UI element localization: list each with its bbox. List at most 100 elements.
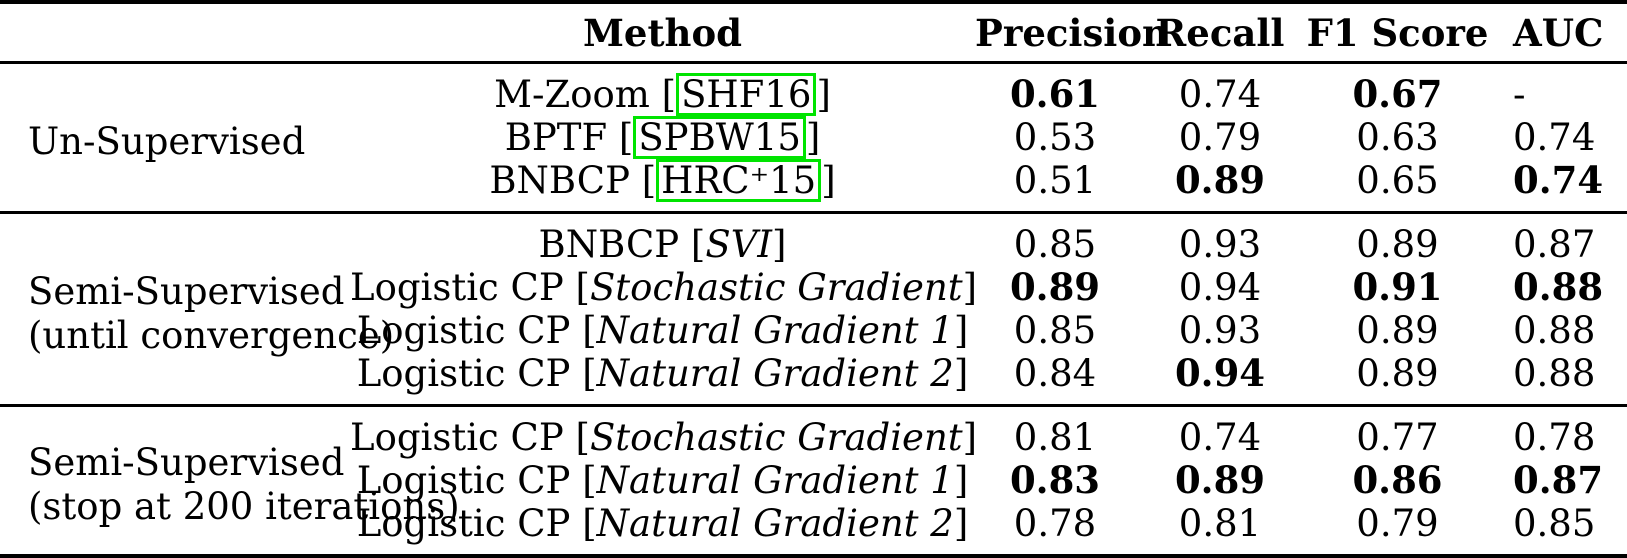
method-cell: Logistic CP [Natural Gradient 1] [350,309,975,352]
header-row: Method Precision Recall F1 Score AUC [0,2,1627,63]
col-header-f1-score: F1 Score [1306,10,1489,55]
precision-value: 0.61 [1009,72,1101,116]
group-label-line: Semi-Supervised [28,441,345,484]
variant-label: Natural Gradient 2 [596,502,954,545]
auc-value: 0.74 [1513,116,1596,159]
group-section-2: Semi-Supervised (until convergence) BNBCP … [0,213,1627,406]
precision-value: 0.89 [1009,265,1101,309]
recall-value: 0.94 [1174,351,1266,395]
group-label-line: (until convergence) [28,313,395,357]
auc-value: - [1513,73,1526,116]
closing-bracket: ] [805,116,821,159]
variant-label: Stochastic Gradient [589,416,963,459]
precision-value: 0.83 [1009,458,1101,502]
group-label: Un-Supervised [0,63,350,213]
col-header-method: Method [582,10,743,55]
closing-bracket: ] [953,309,969,352]
variant-label: Natural Gradient 1 [596,459,954,502]
col-header-auc: AUC [1513,10,1604,55]
precision-value: 0.84 [1013,352,1097,395]
f1-value: 0.65 [1356,159,1439,202]
auc-value: 0.87 [1513,458,1604,502]
closing-bracket: ] [816,73,831,116]
recall-value: 0.89 [1174,158,1266,202]
variant-label: Natural Gradient 1 [596,309,954,352]
table-row: Logistic CP [Stochastic Gradient] 0.89 0.9… [0,265,1627,310]
f1-value: 0.89 [1356,352,1439,395]
variant-label: Natural Gradient 2 [596,352,954,395]
recall-value: 0.89 [1174,458,1266,502]
method-cell: BPTF [SPBW15] [350,116,975,159]
method-cell: Logistic CP [Stochastic Gradient] [350,406,978,459]
table-row: Semi-Supervised (stop at 200 iterations) L… [0,406,1627,528]
auc-value: 0.87 [1513,223,1596,266]
method-name: M-Zoom [ [494,73,677,116]
table-row: Logistic CP [Natural Gradient 1] 0.83 0.89… [0,458,1627,503]
f1-value: 0.77 [1356,416,1439,459]
closing-bracket: ] [953,459,969,502]
method-cell: Logistic CP [Natural Gradient 2] [350,352,975,406]
recall-value: 0.79 [1178,116,1262,159]
precision-value: 0.51 [1013,159,1097,202]
auc-value: 0.88 [1513,309,1596,352]
table-row: Logistic CP [Natural Gradient 2] 0.78 0.81… [0,502,1627,556]
method-cell: Logistic CP [Natural Gradient 2] [350,502,975,556]
recall-value: 0.94 [1178,266,1262,309]
closing-bracket: ] [953,502,969,545]
table-row: BPTF [SPBW15] 0.53 0.79 0.63 0.74 [0,116,1627,159]
method-name: Logistic CP [ [356,502,597,545]
group-label-line: Un-Supervised [28,120,306,163]
closing-bracket: ] [962,266,978,309]
precision-value: 0.85 [1013,223,1097,266]
group-label-line: (stop at 200 iterations) [28,485,460,528]
group-label: Semi-Supervised (stop at 200 iterations) [0,406,460,557]
f1-value: 0.79 [1356,502,1439,545]
method-name: BPTF [ [504,116,634,159]
recall-value: 0.93 [1178,223,1262,266]
group-label-line: Semi-Supervised [28,269,345,313]
group-section-1: Un-Supervised M-Zoom [SHF16] 0.61 0.74 0.67 -… [0,63,1627,213]
citation-link[interactable]: SHF16 [676,73,817,116]
recall-value: 0.74 [1178,416,1262,459]
group-label: Semi-Supervised (until convergence) [0,213,395,406]
table-header: Method Precision Recall F1 Score AUC [0,2,1627,63]
col-header-recall: Recall [1155,10,1285,55]
recall-value: 0.93 [1178,309,1262,352]
closing-bracket: ] [953,352,969,395]
f1-value: 0.91 [1352,265,1443,309]
closing-bracket: ] [821,159,836,202]
group-section-3: Semi-Supervised (stop at 200 iterations) L… [0,406,1627,556]
auc-value: 0.78 [1513,416,1596,459]
table-row: Logistic CP [Natural Gradient 2] 0.84 0.94… [0,352,1627,406]
precision-value: 0.81 [1013,416,1097,459]
variant-label: SVI [705,223,773,266]
table-row: Un-Supervised M-Zoom [SHF16] 0.61 0.74 0.67 - [0,63,1627,163]
table-row: BNBCP [HRC⁺15] 0.51 0.89 0.65 0.74 [0,159,1627,213]
citation-link[interactable]: SPBW15 [633,116,806,159]
method-name: Logistic CP [ [356,309,597,352]
method-cell: Logistic CP [Stochastic Gradient] [350,266,978,309]
recall-value: 0.74 [1178,73,1262,116]
method-name: Logistic CP [ [356,459,597,502]
method-name: BNBCP [ [538,223,706,266]
method-name: Logistic CP [ [356,352,597,395]
f1-value: 0.89 [1356,223,1439,266]
closing-bracket: ] [962,416,978,459]
citation-link[interactable]: HRC⁺15 [656,159,822,202]
precision-value: 0.85 [1013,309,1097,352]
f1-value: 0.89 [1356,309,1439,352]
method-cell: Logistic CP [Natural Gradient 1] [350,459,975,502]
f1-value: 0.63 [1356,116,1439,159]
col-header-precision: Precision [975,10,1169,55]
table-row: Logistic CP [Natural Gradient 1] 0.85 0.93… [0,309,1627,352]
method-cell: BNBCP [HRC⁺15] [350,159,975,213]
variant-label: Stochastic Gradient [589,266,963,309]
precision-value: 0.78 [1013,502,1097,545]
precision-value: 0.53 [1013,116,1097,159]
f1-value: 0.86 [1352,458,1443,502]
f1-value: 0.67 [1352,72,1443,116]
closing-bracket: ] [772,223,787,266]
corner-cell [0,2,350,63]
